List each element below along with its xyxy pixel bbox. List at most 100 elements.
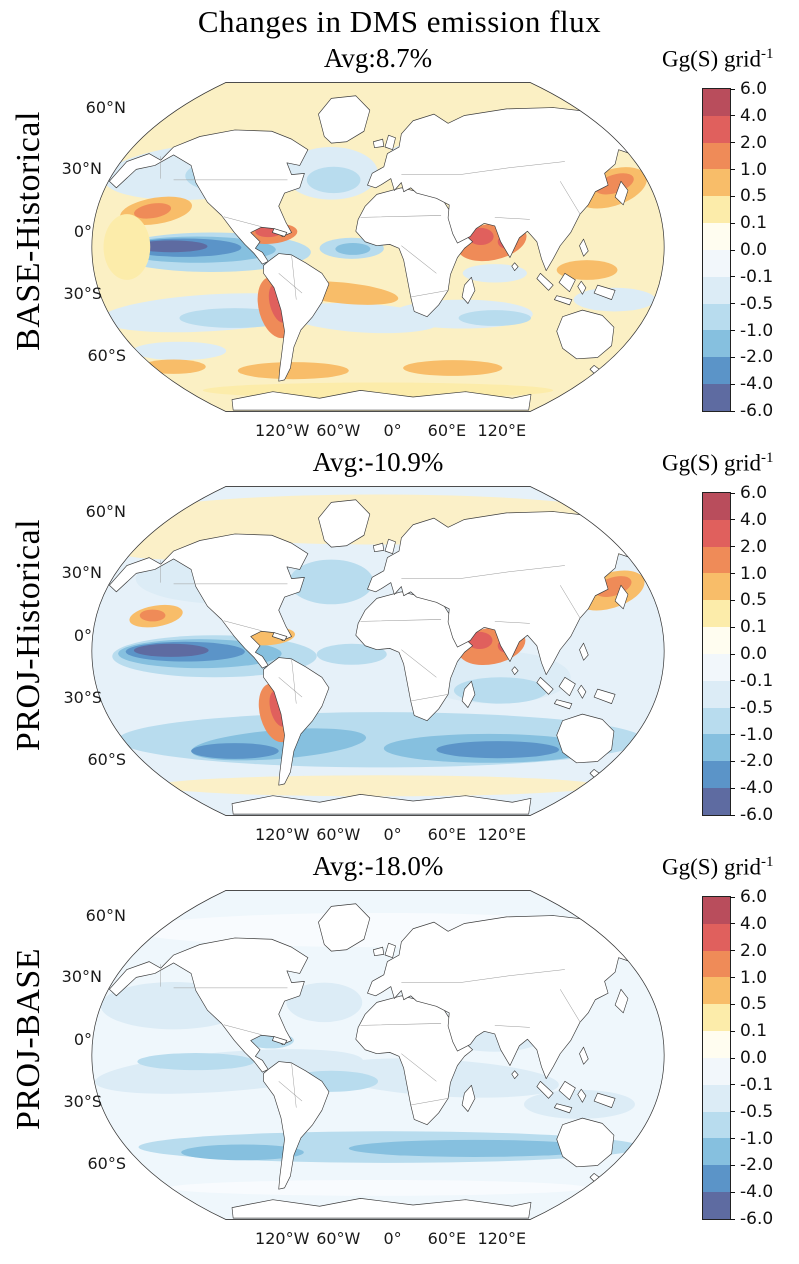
colorbar-segment (703, 1192, 730, 1219)
colorbar-segment (703, 653, 730, 681)
lon-tick-label: 60°E (427, 421, 467, 440)
world-map-base-historical (91, 82, 665, 412)
colorbar-segment (703, 519, 730, 547)
colorbar-1: 6.0 4.0 2.0 1.0 0.5 0.1 0.0 -0.1 -0.5 -1.0 -2.0 -4.… (702, 80, 773, 420)
unit-exponent: -1 (761, 46, 774, 62)
colorbar-tick-mark (730, 222, 735, 224)
lon-tick-label: 120°E (477, 825, 527, 844)
colorbar-segment (703, 493, 730, 520)
lat-tick-label: 30°S (63, 1092, 102, 1112)
colorbar-segment (703, 1165, 730, 1193)
colorbar-segment (703, 950, 730, 978)
contour-blob (316, 643, 387, 665)
colorbar-tick-label: -1.0 (740, 320, 774, 341)
colorbar-tick-mark (730, 707, 735, 709)
colorbar-tick-mark (730, 977, 735, 978)
contour-blob (467, 227, 494, 246)
colorbar-segment (703, 707, 730, 735)
row-label-proj-historical: PROJ-Historical (0, 446, 58, 848)
colorbar-tick-mark (730, 923, 735, 925)
contour-blob (403, 360, 503, 376)
panel-proj-historical: PROJ-Historical Avg:-10.9% 120°W 60°W 0° 60… (0, 446, 799, 848)
colorbar-unit-label: Gg(S) grid-1 (662, 46, 799, 73)
contour-blob (156, 775, 600, 797)
colorbar-tick-label: 0.0 (740, 1048, 768, 1068)
map-outline (91, 486, 665, 816)
world-map-proj-historical (91, 486, 665, 816)
colorbar-tick-mark (730, 1218, 735, 1220)
colorbar-tick-mark (730, 519, 735, 521)
contour-blob (286, 982, 363, 1023)
lon-tick-label: 60°W (316, 825, 361, 844)
contour-blob (133, 643, 209, 657)
avg-title-2: Avg:-10.9% (312, 447, 444, 477)
colorbar-tick-label: 4.0 (740, 913, 768, 934)
colorbar-tick-mark (730, 330, 735, 331)
unit-text: Gg(S) grid (662, 450, 762, 476)
contour-blob (167, 1179, 589, 1196)
world-map-proj-base (91, 890, 665, 1220)
lon-tick-label: 60°W (316, 1229, 361, 1248)
colorbar-tick-mark (730, 383, 735, 385)
colorbar-area-3: Gg(S) grid-1 6.0 4.0 2.0 1.0 0.5 0.1 0.0 -0.1 -0… (658, 850, 799, 1252)
contour-blob (458, 310, 532, 326)
colorbar-segment (703, 546, 730, 574)
colorbar-unit-label: Gg(S) grid-1 (662, 854, 799, 881)
lat-tick-label: 60°S (87, 1154, 126, 1174)
lon-tick-label: 0° (383, 1229, 402, 1248)
colorbar-segment (703, 573, 730, 601)
lat-tick-label: 60°N (85, 98, 126, 118)
contour-blob (134, 203, 172, 219)
colorbar-segment (703, 357, 730, 385)
colorbar-tick-label: -6.0 (740, 1209, 774, 1229)
colorbar-tick-mark (730, 573, 735, 574)
colorbar-tick-mark (730, 599, 735, 601)
colorbar-tick-mark (730, 1003, 735, 1005)
contour-blob (139, 609, 166, 622)
colorbar-segment (703, 897, 730, 924)
lat-tick-label: 60°S (87, 750, 126, 770)
lat-tick-label: 30°S (63, 688, 102, 708)
colorbar-tick-label: 0.0 (740, 644, 768, 664)
lat-tick-label: 0° (73, 625, 92, 645)
map-area-3: Avg:-18.0% 120°W 60°W 0° 60°E 120°E 60°N 30°N… (58, 850, 665, 1252)
map-box-3: 120°W 60°W 0° 60°E 120°E 60°N 30°N 0° 30°S 60°S (62, 884, 670, 1248)
colorbar-tick-label: -1.0 (740, 724, 774, 745)
colorbar-tick-label: 1.0 (740, 967, 768, 988)
colorbar-tick-label: 4.0 (740, 105, 768, 126)
colorbar-tick-label: -4.0 (740, 778, 774, 799)
colorbar-segment (703, 1057, 730, 1085)
map-outline (91, 890, 665, 1220)
colorbar-segment (703, 1031, 730, 1058)
colorbar-segment (703, 977, 730, 1005)
colorbar-tick-label: -0.5 (740, 293, 774, 314)
unit-exponent: -1 (761, 450, 774, 466)
colorbar-segment (703, 276, 730, 304)
colorbar-tick-mark (730, 115, 735, 117)
colorbar-segment (703, 1084, 730, 1112)
colorbar-tick-mark (730, 356, 735, 358)
lat-tick-label: 0° (73, 221, 92, 241)
colorbar-segment (703, 115, 730, 143)
contour-blob (436, 741, 560, 759)
colorbar-tick-label: -4.0 (740, 1182, 774, 1203)
contour-blob (306, 166, 361, 194)
colorbar-tick-mark (730, 88, 735, 90)
colorbar-tick-mark (730, 760, 735, 762)
lon-axis-3: 120°W 60°W 0° 60°E 120°E (86, 1229, 670, 1251)
lat-tick-label: 60°N (85, 906, 126, 926)
contour-blob (335, 243, 371, 255)
lon-tick-label: 120°E (477, 421, 527, 440)
colorbar-tick-mark (730, 1138, 735, 1139)
colorbar-area-2: Gg(S) grid-1 6.0 4.0 2.0 1.0 0.5 0.1 0.0 -0.1 -0… (658, 446, 799, 848)
colorbar-segment (703, 89, 730, 116)
colorbar-unit-label: Gg(S) grid-1 (662, 450, 799, 477)
colorbar-tick-mark (730, 814, 735, 816)
colorbar-tick-label: -0.5 (740, 1101, 774, 1122)
lat-tick-label: 0° (73, 1029, 92, 1049)
lon-tick-label: 0° (383, 825, 402, 844)
contour-blob (181, 1144, 304, 1161)
colorbar-segment (703, 196, 730, 224)
colorbar-segment (703, 169, 730, 197)
row-label-base-historical: BASE-Historical (0, 42, 58, 444)
